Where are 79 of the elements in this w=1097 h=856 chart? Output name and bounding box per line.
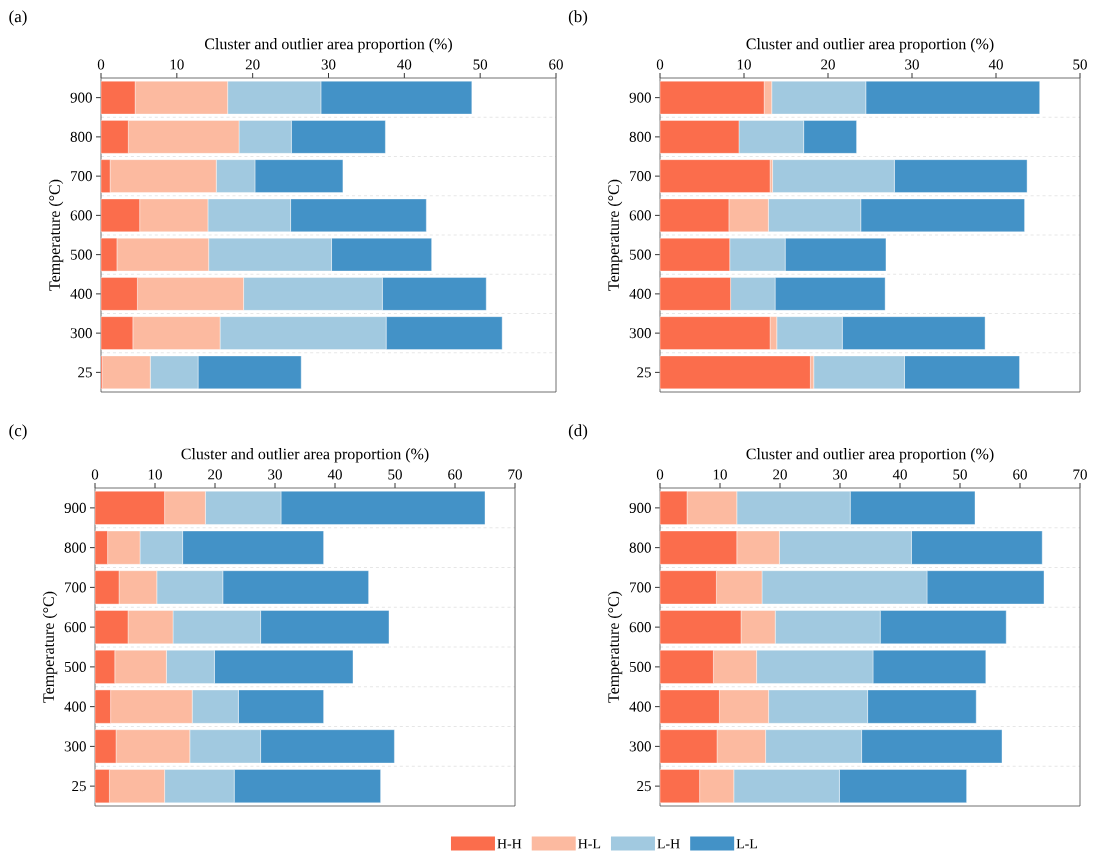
y-tick-label: 600	[64, 622, 86, 633]
x-tick-label: 40	[327, 469, 342, 480]
x-tick-label: 0	[656, 59, 664, 70]
x-tick-label: 0	[656, 469, 664, 480]
y-tick-label: 500	[629, 249, 651, 260]
y-tick-label: 25	[72, 781, 86, 792]
x-tick-label: 70	[508, 469, 522, 480]
y-tick-label: 25	[637, 367, 651, 378]
x-axis-title: Cluster and outlier area proportion (%)	[746, 38, 994, 53]
y-tick-label: 800	[64, 542, 86, 553]
x-tick-label: 50	[473, 59, 488, 70]
x-tick-label: 50	[1073, 59, 1087, 70]
y-tick-label: 500	[70, 249, 92, 260]
y-tick-label: 600	[70, 210, 92, 221]
text: (b)	[568, 10, 588, 26]
y-axis-title: Temperature (°C)	[607, 179, 623, 291]
x-tick-label: 0	[91, 469, 99, 480]
y-tick-label: 500	[629, 661, 651, 672]
y-tick-label: 300	[64, 741, 86, 752]
y-tick-label: 900	[64, 502, 86, 513]
y-tick-label: 300	[629, 741, 651, 752]
x-tick-label: 20	[245, 59, 260, 70]
x-axis-title: Cluster and outlier area proportion (%)	[205, 38, 452, 53]
x-tick-label: 40	[988, 59, 1003, 70]
x-axis-title: Cluster and outlier area proportion (%)	[746, 448, 994, 463]
legend-label: H-L	[578, 839, 601, 849]
y-tick-label: 25	[637, 781, 651, 792]
x-tick-label: 40	[892, 469, 907, 480]
x-tick-label: 60	[1013, 469, 1027, 480]
x-axis-title: Cluster and outlier area proportion (%)	[181, 448, 429, 463]
y-tick-label: 600	[629, 210, 651, 221]
x-tick-label: 30	[268, 469, 282, 480]
y-tick-label: 400	[70, 288, 92, 299]
y-tick-label: 400	[629, 288, 651, 299]
y-tick-label: 800	[629, 542, 651, 553]
y-axis-title: Temperature (°C)	[42, 591, 58, 703]
legend-label: L-H	[657, 839, 680, 849]
text: (c)	[9, 424, 27, 440]
x-tick-label: 20	[208, 469, 222, 480]
bar	[659, 159, 771, 193]
y-tick-label: 400	[64, 701, 86, 712]
y-tick-label: 700	[65, 582, 86, 593]
y-tick-label: 700	[630, 171, 651, 182]
y-tick-label: 400	[629, 701, 651, 712]
x-tick-label: 40	[397, 59, 412, 70]
x-tick-label: 10	[170, 59, 184, 70]
y-tick-label: 800	[629, 131, 651, 142]
text: (d)	[568, 424, 588, 440]
x-tick-label: 10	[713, 469, 727, 480]
bar	[659, 355, 811, 390]
y-tick-label: 300	[629, 328, 651, 339]
x-tick-label: 70	[1073, 469, 1087, 480]
y-tick-label: 700	[630, 582, 651, 593]
y-tick-label: 25	[78, 367, 92, 378]
y-tick-label: 900	[629, 92, 651, 103]
text: (a)	[9, 10, 27, 26]
y-tick-label: 300	[70, 328, 92, 339]
x-tick-label: 10	[737, 59, 751, 70]
x-tick-label: 50	[953, 469, 967, 480]
y-axis-title: Temperature (°C)	[48, 179, 64, 291]
x-tick-label: 10	[148, 469, 162, 480]
x-tick-label: 50	[388, 469, 402, 480]
y-tick-label: 700	[71, 171, 92, 182]
x-tick-label: 20	[773, 469, 787, 480]
x-tick-label: 60	[549, 59, 563, 70]
x-tick-label: 0	[97, 59, 105, 70]
x-tick-label: 30	[905, 59, 919, 70]
x-tick-label: 30	[321, 59, 336, 70]
y-tick-label: 900	[70, 92, 92, 103]
y-tick-label: 500	[64, 661, 86, 672]
y-tick-label: 900	[629, 502, 651, 513]
legend-label: H-H	[497, 839, 522, 849]
x-tick-label: 20	[821, 59, 835, 70]
y-tick-label: 800	[70, 131, 92, 142]
x-tick-label: 30	[833, 469, 847, 480]
y-tick-label: 600	[629, 622, 651, 633]
y-axis-title: Temperature (°C)	[607, 591, 623, 703]
x-tick-label: 60	[448, 469, 462, 480]
legend-label: L-L	[736, 839, 758, 849]
